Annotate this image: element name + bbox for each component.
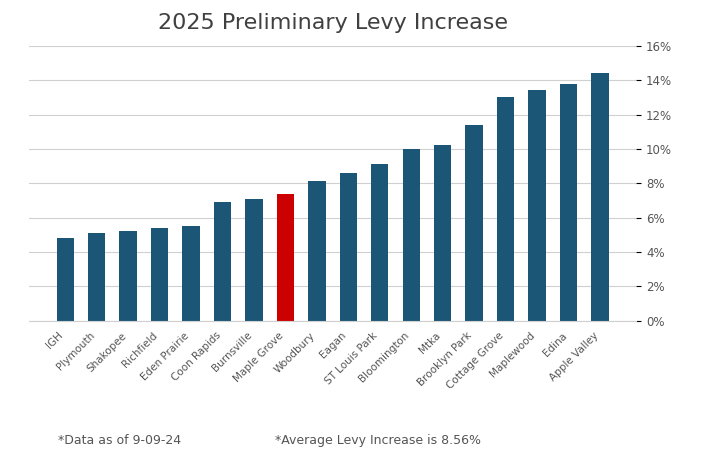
Bar [182,226,200,321]
Bar [308,181,325,321]
Bar [214,202,231,321]
Bar [119,231,137,321]
Bar [56,238,74,321]
Text: *Average Levy Increase is 8.56%: *Average Levy Increase is 8.56% [275,434,481,447]
Bar [277,193,294,321]
Bar [497,98,514,321]
Text: *Data as of 9-09-24: *Data as of 9-09-24 [58,434,181,447]
Bar [245,199,262,321]
Bar [151,228,168,321]
Bar [88,233,106,321]
Bar [371,164,388,321]
Bar [466,125,483,321]
Bar [403,149,420,321]
Title: 2025 Preliminary Levy Increase: 2025 Preliminary Levy Increase [158,13,508,33]
Bar [529,91,546,321]
Bar [560,84,577,321]
Bar [434,146,451,321]
Bar [591,73,609,321]
Bar [340,173,357,321]
